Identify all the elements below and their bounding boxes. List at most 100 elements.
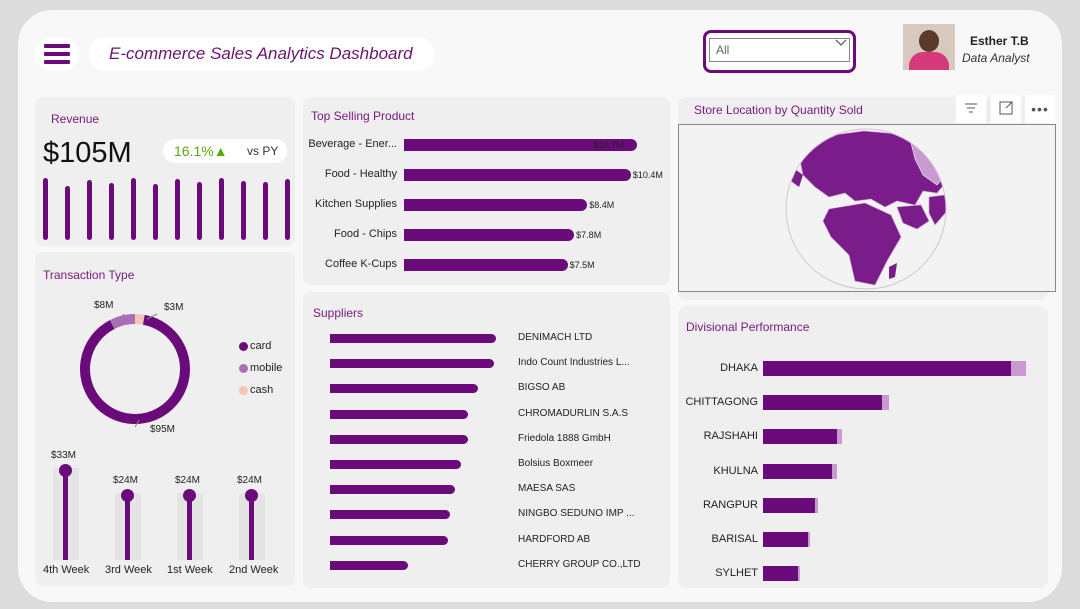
sparkline-bar [219,178,224,240]
sparkline-bar [263,182,268,240]
donut-leader-line [146,313,158,320]
supplier-label: CHROMADURLIN S.A.S [518,407,629,419]
supplier-label: Bolsius Boxmeer [518,458,594,469]
suppliers-title: Suppliers [313,306,364,320]
supplier-label: MAESA SAS [518,483,576,495]
sparkline-bar [285,179,290,240]
divisional-card: Divisional Performance DHAKA CHITTAGONG RA… [678,306,1048,588]
hamburger-icon [44,44,70,48]
more-icon: ••• [1031,101,1049,117]
page-title: E-commerce Sales Analytics Dashboard [89,37,435,71]
weekly-head [121,488,134,502]
revenue-title: Revenue [51,112,100,126]
focus-mode-button[interactable] [991,95,1021,123]
division-bar-secondary [807,532,811,547]
product-label: Food - Chips [334,228,397,240]
supplier-label: Indo Count Industries L... [518,357,630,369]
division-label: CHITTAGONG [685,396,758,409]
division-bar-secondary [837,429,843,445]
sparkline-bar [131,178,136,240]
product-label: Food - Healthy [324,168,397,180]
weekly-head [183,488,196,502]
weekly-value: $33M [51,450,77,461]
revenue-card: Revenue $105M 16.1%▲ vs PY [35,97,295,246]
filter-icon [964,101,978,117]
weekly-head [245,488,258,502]
donut-label-card: $95M [150,424,176,435]
sparkline-bar [175,179,180,240]
weekly-stem [187,494,192,560]
division-bar [763,566,798,582]
weekly-value: $24M [237,474,263,486]
chevron-down-icon [834,36,848,53]
division-bar [763,532,808,547]
transaction-donut [80,313,190,428]
map-visual[interactable] [678,124,1056,292]
supplier-label: Friedola 1888 GmbH [518,432,611,444]
donut-slice-card [80,314,190,424]
product-value: $7.5M [569,260,595,270]
transaction-card: Transaction Type $8M $3M $95M card mobil… [35,252,295,586]
revenue-value: $105M [43,137,132,169]
weekly-label: 1st Week [167,564,213,576]
division-label: RANGPUR [702,498,758,511]
donut-slice-mobile [109,314,136,330]
legend-label-cash: cash [250,384,274,396]
division-bar-secondary [797,566,801,582]
supplier-bar [330,510,450,520]
division-bar-secondary [882,395,890,411]
filter-visual-button[interactable] [956,95,986,123]
filter-dropdown[interactable]: All [703,30,856,73]
supplier-bar [330,359,495,369]
division-bar [763,361,1011,376]
supplier-bar [330,434,468,444]
supplier-bar [330,485,455,495]
legend-dot-card [239,342,248,351]
division-label: SYLHET [715,567,758,580]
product-bar [404,199,588,211]
legend-label-card: card [250,340,272,352]
divisional-title: Divisional Performance [686,320,810,334]
suppliers-card: Suppliers DENIMACH LTD Indo Count Industr… [303,292,670,588]
revenue-change-pill: 16.1%▲ vs PY [163,139,287,163]
division-bar [763,429,838,445]
user-name: Esther T.B [970,34,1029,48]
product-value: $10.4M [632,170,663,180]
weekly-value: $24M [113,474,139,486]
filter-value: All [709,38,850,62]
weekly-head [59,464,72,477]
product-bar [404,229,575,241]
user-role: Data Analyst [962,51,1030,65]
revenue-change: 16.1%▲ [174,143,228,159]
supplier-bar [330,535,448,545]
division-bar [763,463,833,479]
legend-dot-mobile [239,364,248,373]
weekly-stem [125,494,130,560]
avatar [903,24,955,70]
supplier-label: DENIMACH LTD [518,332,593,343]
top-products-title: Top Selling Product [311,109,415,123]
supplier-label: CHERRY GROUP CO.,LTD [518,558,641,570]
menu-button[interactable] [35,37,79,71]
legend-dot-cash [239,386,248,395]
product-value: $8.4M [589,200,615,210]
supplier-bar [330,384,478,394]
division-bar [763,395,883,411]
product-bar [404,139,638,151]
hamburger-icon [44,52,70,56]
donut-label-cash: $3M [164,302,184,313]
division-bar-secondary [1011,361,1026,376]
sparkline-bar [43,178,48,240]
product-bar [404,169,631,181]
transaction-title: Transaction Type [43,268,135,282]
legend-label-mobile: mobile [250,362,283,374]
sparkline-bar [241,181,246,240]
top-products-card: Top Selling Product Beverage - Ener... $1… [303,97,670,285]
globe-map [785,128,947,290]
weekly-label: 2nd Week [229,564,279,576]
product-bar [404,259,568,271]
more-options-button[interactable]: ••• [1025,95,1055,123]
division-bar-secondary [832,463,838,479]
weekly-value: $24M [175,474,201,486]
supplier-label: NINGBO SEDUNO IMP ... [518,508,635,520]
